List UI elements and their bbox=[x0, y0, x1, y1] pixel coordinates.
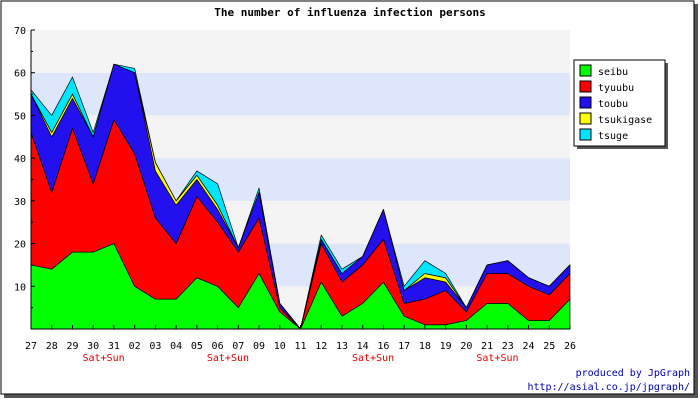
x-tick-label: 30 bbox=[87, 341, 99, 352]
x-tick-label: 07 bbox=[232, 341, 244, 352]
footer-credit: produced by JpGraph bbox=[576, 368, 690, 379]
weekend-label: Sat+Sun bbox=[207, 353, 249, 364]
x-tick-label: 26 bbox=[564, 341, 576, 352]
x-tick-label: 09 bbox=[253, 341, 265, 352]
y-tick-label: 10 bbox=[14, 282, 26, 293]
y-tick-label: 60 bbox=[14, 69, 26, 80]
y-tick-label: 20 bbox=[14, 240, 26, 251]
x-tick-label: 14 bbox=[357, 341, 369, 352]
x-tick-label: 21 bbox=[481, 341, 493, 352]
weekend-label: Sat+Sun bbox=[82, 353, 124, 364]
legend-label-toubu: toubu bbox=[598, 99, 628, 110]
x-tick-label: 12 bbox=[315, 341, 327, 352]
x-tick-label: 11 bbox=[294, 341, 306, 352]
legend-items: seibu tyuubu toubu tsukigase tsuge bbox=[579, 64, 652, 142]
x-tick-label: 02 bbox=[129, 341, 141, 352]
x-tick-label: 16 bbox=[377, 341, 389, 352]
x-tick-label: 23 bbox=[502, 341, 514, 352]
chart-title: The number of influenza infection person… bbox=[214, 6, 486, 19]
x-tick-label: 13 bbox=[336, 341, 348, 352]
weekend-label: Sat+Sun bbox=[476, 353, 518, 364]
legend-label-tsuge: tsuge bbox=[598, 131, 628, 142]
legend-label-tsukigase: tsukigase bbox=[598, 115, 652, 126]
x-tick-labels: 27 28 29 30 31 02 03 04 05 06 07 09 10 11 12 13 14 16 17 18… bbox=[25, 341, 576, 352]
x-tick-label: 20 bbox=[460, 341, 472, 352]
x-tick-label: 19 bbox=[440, 341, 452, 352]
x-tick-label: 10 bbox=[274, 341, 286, 352]
x-tick-label: 18 bbox=[419, 341, 431, 352]
legend-swatch-toubu bbox=[579, 96, 592, 109]
legend-swatch-seibu bbox=[579, 64, 592, 77]
background-band bbox=[31, 30, 570, 73]
legend-label-seibu: seibu bbox=[598, 67, 628, 78]
x-tick-label: 24 bbox=[523, 341, 535, 352]
x-tick-label: 04 bbox=[170, 341, 182, 352]
y-tick-label: 50 bbox=[14, 111, 26, 122]
x-tick-label: 25 bbox=[543, 341, 555, 352]
x-tick-label: 28 bbox=[46, 341, 58, 352]
x-tick-label: 05 bbox=[191, 341, 203, 352]
x-tick-label: 03 bbox=[149, 341, 161, 352]
legend: seibu tyuubu toubu tsukigase tsuge bbox=[573, 59, 668, 149]
y-tick-labels: 10 20 30 40 50 60 70 bbox=[14, 26, 26, 293]
y-tick-label: 30 bbox=[14, 197, 26, 208]
legend-swatch-tsuge bbox=[579, 128, 592, 141]
x-tick-label: 29 bbox=[66, 341, 78, 352]
legend-label-tyuubu: tyuubu bbox=[598, 83, 634, 94]
x-tick-label: 31 bbox=[108, 341, 120, 352]
area-tsuge bbox=[30, 63, 571, 330]
axes-group bbox=[30, 29, 571, 330]
legend-swatch-tyuubu bbox=[579, 80, 592, 93]
footer-url: http://asial.co.jp/jpgraph/ bbox=[527, 382, 690, 393]
weekend-labels: Sat+Sun Sat+Sun Sat+Sun Sat+Sun bbox=[82, 353, 518, 364]
weekend-label: Sat+Sun bbox=[352, 353, 394, 364]
x-tick-label: 17 bbox=[398, 341, 410, 352]
x-tick-label: 27 bbox=[25, 341, 37, 352]
x-tick-label: 06 bbox=[212, 341, 224, 352]
y-tick-label: 70 bbox=[14, 26, 26, 37]
legend-swatch-tsukigase bbox=[579, 112, 592, 125]
y-tick-label: 40 bbox=[14, 154, 26, 165]
